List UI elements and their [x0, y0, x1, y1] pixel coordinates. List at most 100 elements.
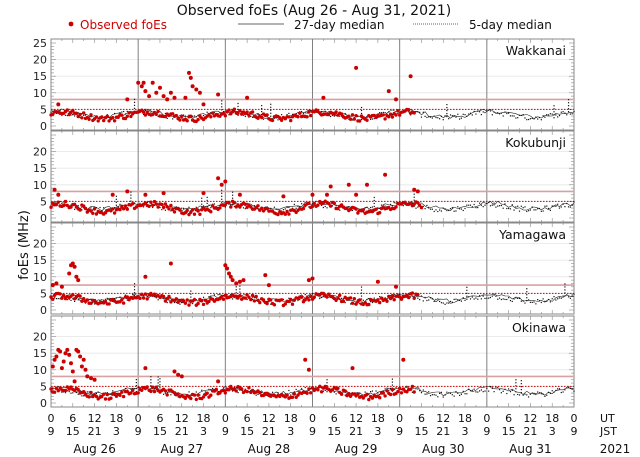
median-5day-point [188, 391, 190, 393]
ut-tick-label: 18 [197, 412, 211, 425]
median-5day-point [177, 298, 179, 300]
median-5day-point [362, 299, 364, 301]
observed-point [136, 391, 140, 395]
observed-point [51, 112, 55, 116]
observed-point [87, 117, 91, 122]
median-5day-point [130, 388, 132, 390]
median-5day-point [72, 298, 74, 300]
median-5day-point [172, 118, 174, 120]
median-5day-point [99, 394, 101, 396]
median-5day-point [553, 105, 555, 107]
observed-point [408, 74, 413, 79]
median-5day-point [535, 209, 537, 211]
jst-tick-label: 21 [88, 425, 102, 438]
observed-point [387, 115, 391, 119]
median-5day-point [553, 114, 555, 116]
median-5day-point [424, 393, 426, 395]
observed-point [187, 212, 191, 217]
median-5day-point [528, 299, 530, 301]
median-5day-point [152, 206, 154, 209]
median-5day-point [57, 297, 59, 300]
median-5day-point [515, 206, 517, 208]
observed-point [178, 118, 182, 122]
median-5day-point [506, 298, 508, 301]
jst-tick-label: 3 [374, 425, 381, 438]
median-5day-point [306, 112, 308, 114]
median-5day-point [520, 114, 522, 117]
observed-point [183, 211, 188, 215]
median-5day-point [213, 294, 216, 296]
median-5day-point [70, 204, 72, 206]
median-5day-point [72, 392, 74, 394]
observed-point [283, 212, 287, 216]
median-5day-point [104, 209, 107, 211]
median-5day-point [513, 115, 515, 117]
median-5day-point [429, 116, 432, 118]
median-5day-point [335, 393, 337, 395]
y-tick-label: 25 [33, 37, 47, 50]
median-5day-point [435, 116, 437, 119]
median-5day-point [386, 298, 388, 300]
median-5day-point [549, 301, 551, 303]
median-5day-point [50, 111, 52, 113]
median-5day-point [451, 394, 453, 396]
observed-point [190, 84, 195, 89]
median-5day-point [555, 299, 557, 301]
observed-point [62, 293, 66, 298]
median-5day-point [446, 209, 448, 212]
observed-point [89, 301, 93, 305]
median-5day-point [489, 296, 492, 299]
observed-point [309, 391, 313, 395]
median-5day-point [146, 295, 148, 298]
observed-point [332, 201, 336, 205]
observed-point [243, 296, 247, 300]
median-5day-point [237, 102, 239, 105]
median-5day-point [359, 392, 361, 394]
observed-point [154, 202, 158, 206]
median-5day-point [449, 114, 452, 116]
median-5day-point [533, 301, 535, 303]
observed-point [303, 357, 308, 362]
observed-point [216, 379, 221, 384]
median-5day-point [248, 116, 250, 118]
median-5day-point [419, 111, 421, 113]
median-5day-point [442, 302, 444, 304]
median-5day-point [429, 297, 432, 299]
median-5day-point [515, 382, 517, 384]
observed-point [417, 203, 422, 207]
median-5day-point [81, 395, 83, 397]
observed-point [52, 187, 57, 192]
observed-point [227, 108, 231, 112]
median-5day-point [150, 295, 152, 297]
median-5day-point [389, 295, 392, 297]
observed-point [375, 279, 380, 284]
median-5day-point [448, 118, 450, 120]
median-5day-point [157, 379, 159, 381]
median-5day-point [297, 299, 299, 302]
median-5day-point [153, 204, 156, 206]
median-5day-point [406, 296, 408, 298]
median-5day-point [133, 202, 136, 204]
median-5day-point [340, 297, 343, 299]
observed-point [407, 295, 411, 300]
observed-point [228, 274, 233, 279]
median-5day-point [557, 116, 559, 118]
median-5day-point [364, 391, 366, 393]
median-5day-point [373, 118, 375, 120]
median-5day-point [569, 297, 571, 299]
median-5day-point [440, 210, 443, 212]
median-5day-point [517, 205, 519, 207]
median-5day-point [210, 295, 212, 297]
observed-point [141, 80, 146, 85]
median-5day-point [484, 297, 486, 300]
median-5day-point [79, 116, 81, 118]
median-5day-point [513, 209, 515, 211]
median-5day-point [360, 112, 363, 115]
median-5day-point [250, 389, 252, 392]
median-5day-point [564, 283, 566, 285]
y-tick-label: 20 [33, 238, 47, 251]
day-label: Aug 30 [422, 442, 465, 456]
chart-title: Observed foEs (Aug 26 - Aug 31, 2021) [177, 3, 452, 19]
median-5day-point [553, 296, 555, 298]
median-5day-point [518, 210, 521, 212]
